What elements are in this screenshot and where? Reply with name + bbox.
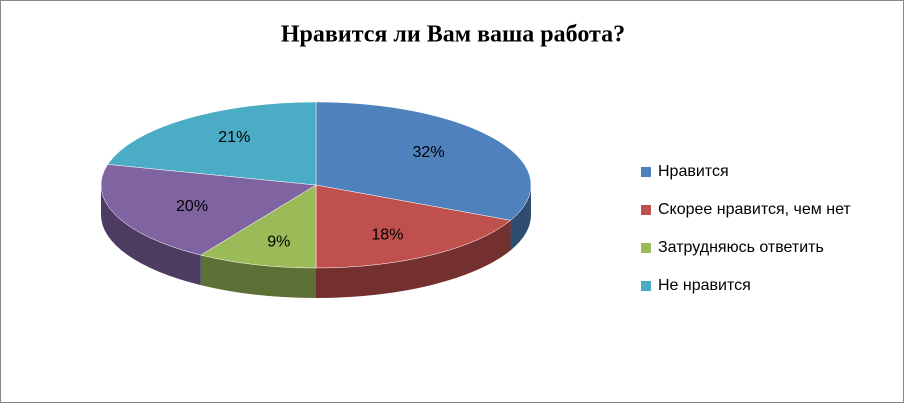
slice: [200, 184, 317, 269]
slice: [100, 164, 317, 256]
data-label: 18%: [371, 227, 403, 244]
data-label: 21%: [218, 129, 250, 146]
legend-label: Нравится: [658, 163, 729, 180]
slice: [107, 101, 317, 186]
chart-title: Нравится ли Вам ваша работа?: [281, 22, 625, 48]
legend-swatch: [641, 281, 651, 291]
data-label: 20%: [176, 198, 208, 215]
data-label: 32%: [413, 144, 445, 161]
legend-label: Затрудняюсь ответить: [658, 239, 824, 256]
legend-swatch: [641, 205, 651, 215]
legend-swatch: [641, 243, 651, 253]
slice: [315, 184, 512, 269]
legend-label: Не нравится: [658, 277, 751, 294]
data-label: 9%: [267, 234, 290, 251]
legend-label: Скорее нравится, чем нет: [658, 201, 851, 218]
slice-side: [200, 255, 316, 298]
slice-side: [510, 185, 531, 251]
slice-side: [101, 185, 201, 286]
slice: [315, 101, 532, 221]
legend-swatch: [641, 167, 651, 177]
